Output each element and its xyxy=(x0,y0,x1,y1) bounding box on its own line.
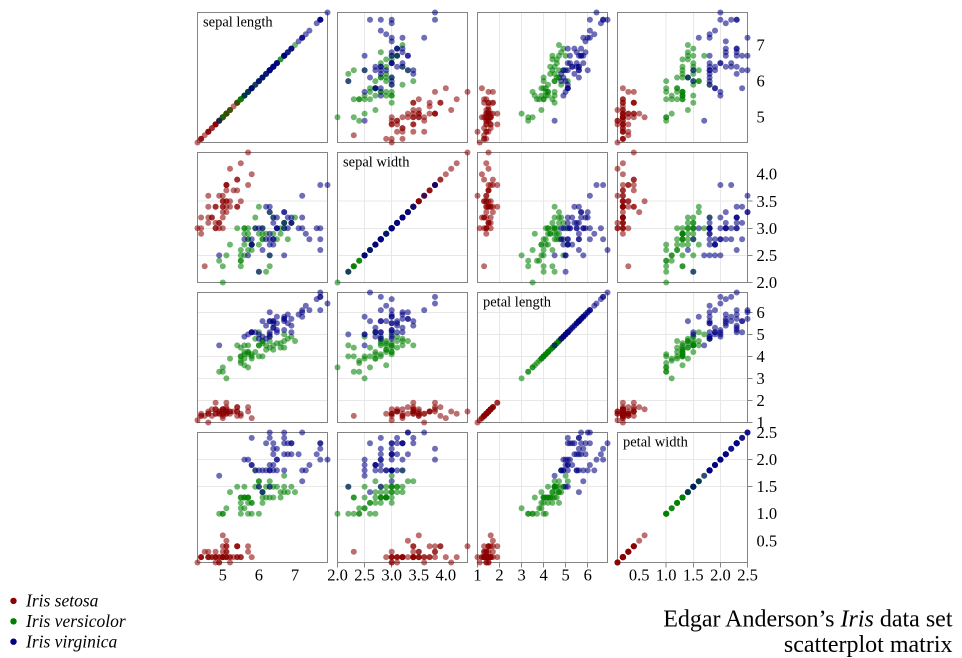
svg-text:4: 4 xyxy=(757,347,765,366)
svg-text:1: 1 xyxy=(757,413,765,432)
svg-text:6: 6 xyxy=(584,566,592,585)
svg-text:2.5: 2.5 xyxy=(757,423,778,442)
svg-text:1.0: 1.0 xyxy=(757,504,778,523)
svg-text:3.5: 3.5 xyxy=(408,566,429,585)
svg-text:5: 5 xyxy=(561,566,569,585)
svg-text:0.5: 0.5 xyxy=(757,531,778,550)
svg-text:Iris virginica: Iris virginica xyxy=(25,631,117,651)
svg-text:2: 2 xyxy=(495,566,503,585)
svg-text:5: 5 xyxy=(219,566,227,585)
svg-text:4.0: 4.0 xyxy=(435,566,456,585)
svg-text:petal length: petal length xyxy=(483,295,552,311)
svg-text:1.5: 1.5 xyxy=(757,477,778,496)
svg-text:scatterplot matrix: scatterplot matrix xyxy=(784,632,953,658)
svg-text:3.0: 3.0 xyxy=(381,566,402,585)
svg-text:5: 5 xyxy=(757,108,765,127)
svg-text:0.5: 0.5 xyxy=(629,566,650,585)
svg-text:sepal length: sepal length xyxy=(203,15,273,31)
svg-text:2.0: 2.0 xyxy=(757,450,778,469)
svg-text:Iris setosa: Iris setosa xyxy=(25,591,99,611)
svg-text:1.0: 1.0 xyxy=(656,566,677,585)
svg-text:Iris versicolor: Iris versicolor xyxy=(25,611,126,631)
svg-text:7: 7 xyxy=(757,36,765,55)
svg-text:2.5: 2.5 xyxy=(737,566,758,585)
svg-text:2.0: 2.0 xyxy=(757,273,778,292)
svg-text:1: 1 xyxy=(473,566,481,585)
svg-text:2: 2 xyxy=(757,391,765,410)
svg-text:3.0: 3.0 xyxy=(757,219,778,238)
svg-text:3.5: 3.5 xyxy=(757,192,778,211)
svg-text:3: 3 xyxy=(757,369,765,388)
svg-text:2.0: 2.0 xyxy=(327,566,348,585)
svg-text:6: 6 xyxy=(255,566,263,585)
svg-text:6: 6 xyxy=(757,303,765,322)
svg-text:petal width: petal width xyxy=(623,435,689,451)
svg-text:Edgar Anderson’s Iris data set: Edgar Anderson’s Iris data set xyxy=(663,607,953,633)
svg-text:2.5: 2.5 xyxy=(757,246,778,265)
svg-text:2.5: 2.5 xyxy=(354,566,375,585)
svg-text:4: 4 xyxy=(539,566,547,585)
svg-text:1.5: 1.5 xyxy=(683,566,704,585)
svg-text:2.0: 2.0 xyxy=(710,566,731,585)
svg-text:3: 3 xyxy=(517,566,525,585)
svg-text:6: 6 xyxy=(757,72,765,91)
svg-text:7: 7 xyxy=(291,566,299,585)
svg-text:5: 5 xyxy=(757,325,765,344)
svg-text:4.0: 4.0 xyxy=(757,165,778,184)
svg-text:sepal width: sepal width xyxy=(343,155,410,171)
